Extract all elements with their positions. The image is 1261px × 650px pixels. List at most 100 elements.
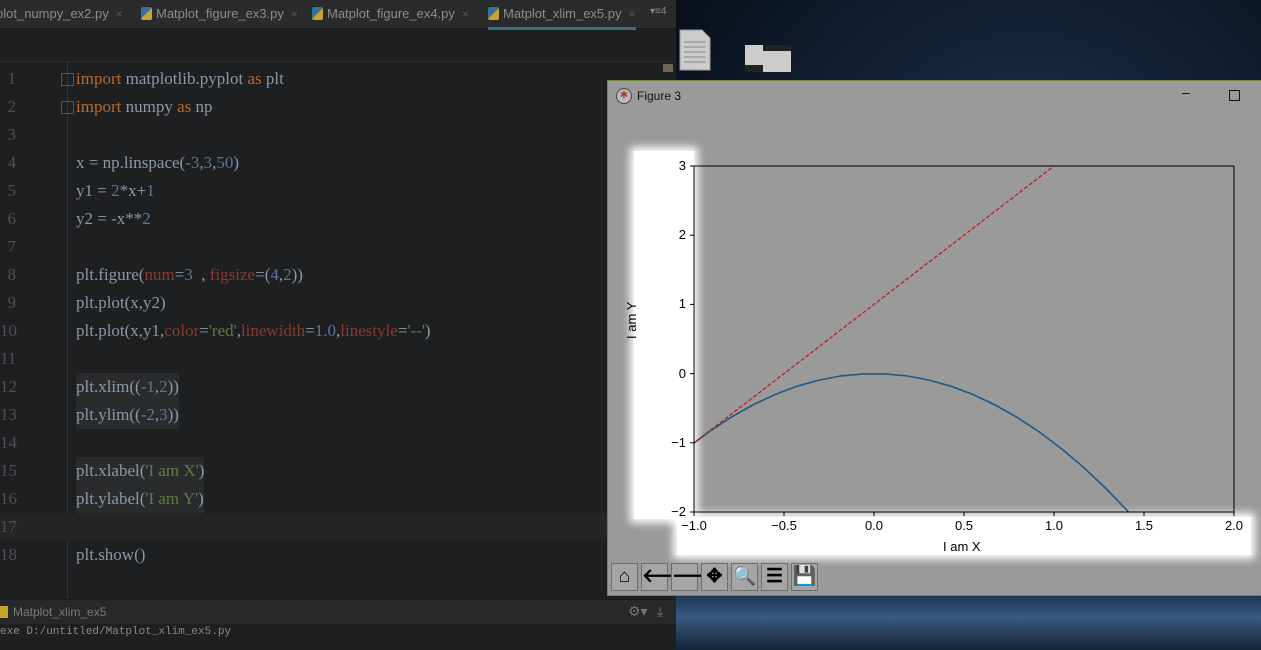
series-line-0 [694, 373, 1130, 512]
editor-top-border [0, 61, 676, 62]
code-token: plt.plot(x,y2) [76, 293, 166, 312]
zoom-button[interactable]: 🔍 [731, 563, 758, 591]
line-number: 18 [0, 545, 17, 564]
code-token: 1.0 [314, 321, 336, 340]
tab-overflow-menu[interactable]: ▾≡4 [650, 6, 667, 17]
line-number: 16 [0, 489, 17, 508]
code-token: -1 [140, 377, 155, 396]
line-number: 8 [7, 265, 17, 284]
code-token: , [236, 321, 241, 340]
code-token: =( [255, 265, 271, 284]
code-token: '--' [407, 321, 425, 340]
code-token: -2 [140, 405, 155, 424]
code-token: y2 = -x** [76, 209, 143, 228]
code-token: np [191, 97, 213, 116]
pan-button[interactable]: ✥ [701, 563, 728, 591]
code-token: plt.ylabel( [76, 489, 146, 508]
configure-subplots-icon: ☰ [765, 566, 784, 587]
x-tick-label: −0.5 [771, 518, 797, 533]
tab-label: Matplot_xlim_ex5.py [503, 6, 622, 21]
editor-tab[interactable]: Matplot_figure_ex4.py × [312, 0, 469, 27]
code-token: numpy [121, 97, 178, 116]
x-tick-label: 0.5 [954, 518, 974, 533]
editor-tab[interactable]: Matplot_figure_ex3.py × [141, 0, 298, 27]
code-token: , [154, 377, 160, 396]
code-token: linewidth [240, 321, 306, 340]
code-line: 15 plt.xlabel('I am X') [0, 457, 676, 485]
editor-tab[interactable]: Matplot_xlim_ex5.py × [488, 0, 636, 30]
line-number: 1 [7, 69, 17, 88]
fold-marker-icon[interactable] [61, 73, 74, 86]
yaxis-highlight [634, 151, 694, 519]
back-button[interactable]: 🡐 [641, 563, 693, 591]
maximize-button[interactable] [1229, 90, 1240, 101]
code-token: plt.ylim(( [76, 405, 141, 424]
tab-label: plot_numpy_ex2.py [0, 6, 109, 21]
line-number: 13 [0, 405, 17, 424]
code-line: 1 import matplotlib.pyplot as plt [0, 65, 676, 93]
tab-label: Matplot_figure_ex4.py [327, 6, 455, 21]
code-text: y2 = -x**2 [76, 205, 151, 233]
python-run-icon [0, 606, 8, 618]
code-line: 3 [0, 121, 676, 149]
close-tab-icon[interactable]: × [290, 7, 298, 21]
code-token: , [199, 153, 204, 172]
pan-icon: ✥ [706, 566, 723, 587]
y-tick-label: 3 [678, 158, 686, 173]
line-number: 5 [7, 181, 17, 200]
figure-window: ✱ Figure 3 – −1.0 −0.5 0.0 0.5 1.0 1.5 2.0 −2 −1… [607, 80, 1261, 596]
code-token: 50 [216, 153, 234, 172]
editor-tab-bar: plot_numpy_ex2.py × Matplot_figure_ex3.py ×… [0, 0, 676, 30]
plot-canvas[interactable] [608, 81, 1261, 561]
line-number: 4 [7, 153, 17, 172]
python-file-icon [488, 7, 499, 20]
figure-title: Figure 3 [637, 89, 682, 103]
line-number: 12 [0, 377, 17, 396]
code-line: 2 import numpy as np [0, 93, 676, 121]
code-text: plt.plot(x,y1,color='red',linewidth=1.0,… [76, 317, 431, 345]
code-line: 17 [0, 513, 676, 541]
zoom-icon: 🔍 [732, 566, 757, 587]
console-output: exe D:/untitled/Matplot_xlim_ex5.py [0, 626, 232, 638]
code-text: import numpy as np [76, 93, 213, 121]
editor-tab[interactable]: plot_numpy_ex2.py × [0, 0, 123, 27]
close-tab-icon[interactable]: × [628, 7, 636, 21]
code-line: 7 [0, 233, 676, 261]
code-token: plt.xlabel( [76, 461, 146, 480]
code-line: 6 y2 = -x**2 [0, 205, 676, 233]
code-token: = [305, 321, 315, 340]
y-tick-label: −2 [671, 504, 686, 519]
code-token: )) [167, 405, 179, 424]
python-file-icon [312, 7, 323, 20]
desktop-image-file-icon[interactable] [745, 45, 791, 72]
code-token: 3 [184, 265, 193, 284]
forward-button[interactable]: 🡒 [671, 563, 723, 591]
code-token: 4 [270, 265, 279, 284]
y-axis-label: I am Y [624, 301, 639, 339]
configure-subplots-button[interactable]: ☰ [761, 563, 788, 591]
gutter-divider [67, 62, 68, 602]
fold-marker-icon[interactable] [61, 101, 74, 114]
code-token: 'I am Y' [145, 489, 199, 508]
download-icon[interactable]: ⤓ [657, 603, 664, 619]
code-token: 3 [203, 153, 213, 172]
figure-title-bar[interactable]: ✱ Figure 3 – [608, 81, 1261, 111]
code-token: plt.xlim(( [76, 377, 141, 396]
save-button[interactable]: 💾 [791, 563, 818, 591]
code-line: 18 plt.show() [0, 541, 676, 569]
desktop-text-file-icon[interactable] [678, 28, 712, 72]
code-text: plt.xlabel('I am X') [76, 457, 205, 485]
settings-gear-icon[interactable]: ⚙▾ [628, 603, 648, 619]
home-button[interactable]: ⌂ [611, 563, 638, 591]
scrollbar-marker[interactable] [663, 64, 673, 72]
close-tab-icon[interactable]: × [115, 7, 123, 21]
close-tab-icon[interactable]: × [461, 7, 469, 21]
minimize-button[interactable]: – [1182, 84, 1190, 100]
desktop-wallpaper-earth [676, 595, 1261, 650]
tab-label: Matplot_figure_ex3.py [156, 6, 284, 21]
x-tick-label: 0.0 [864, 518, 884, 533]
code-token: = [174, 265, 185, 284]
code-text: plt.ylim((-2,3)) [76, 401, 179, 429]
x-tick-label: −1.0 [681, 518, 707, 533]
